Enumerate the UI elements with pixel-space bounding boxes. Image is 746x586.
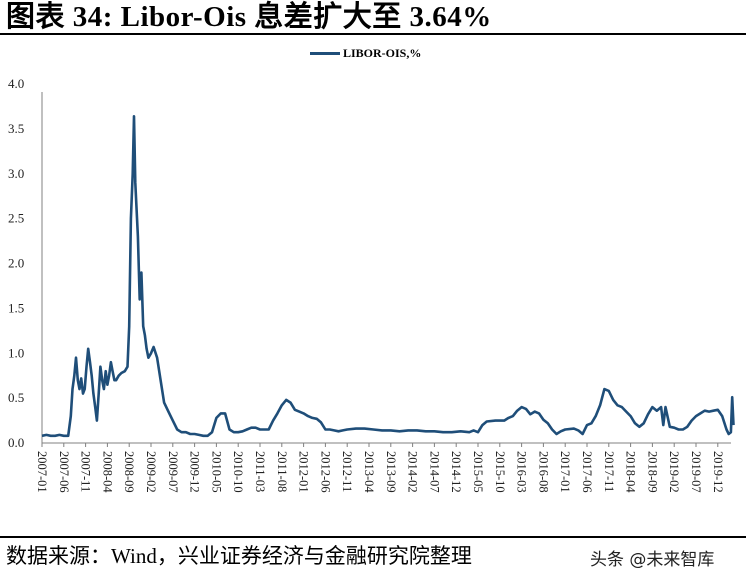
x-tick-label: 2016-08 xyxy=(536,451,550,493)
x-tick-label: 2007-11 xyxy=(79,451,93,492)
footer-divider xyxy=(0,536,746,538)
y-tick-label: 2.0 xyxy=(8,256,24,271)
x-tick-label: 2017-11 xyxy=(602,451,616,492)
x-tick-label: 2013-04 xyxy=(362,451,376,493)
x-tick-label: 2008-04 xyxy=(100,451,114,493)
line-chart: 0.0 0.5 1.0 1.5 2.0 2.5 3.0 3.5 4.0 2007-01 2007-0… xyxy=(8,76,735,493)
x-tick-label: 2016-03 xyxy=(515,451,529,493)
x-tick-label: 2014-07 xyxy=(427,451,441,493)
y-tick-label: 0.0 xyxy=(8,435,24,450)
x-tick-label: 2012-11 xyxy=(340,451,354,492)
watermark: 头条 @未来智库 xyxy=(590,550,715,570)
x-tick-label: 2011-08 xyxy=(275,451,289,492)
x-tick-label: 2012-06 xyxy=(318,451,332,493)
x-tick-label: 2007-06 xyxy=(57,451,71,493)
x-tick-label: 2013-09 xyxy=(384,451,398,493)
x-tick-label: 2015-05 xyxy=(471,451,485,493)
chart-title: 图表 34: Libor-Ois 息差扩大至 3.64% xyxy=(6,1,492,33)
x-tick-label: 2015-10 xyxy=(493,451,507,493)
x-tick-label: 2019-12 xyxy=(711,451,725,493)
x-tick-label: 2014-12 xyxy=(449,451,463,493)
x-tick-label: 2012-01 xyxy=(297,451,311,493)
legend-label: LIBOR-OIS,% xyxy=(343,45,422,60)
series-line-libor-ois xyxy=(41,115,735,438)
y-tick-label: 1.0 xyxy=(8,345,24,360)
x-tick-label: 2019-02 xyxy=(667,451,681,493)
x-tick-label: 2010-05 xyxy=(209,451,223,493)
y-tick-label: 1.5 xyxy=(8,300,24,315)
x-tick-label: 2014-02 xyxy=(406,451,420,493)
x-tick-label: 2009-12 xyxy=(188,451,202,493)
x-tick-label: 2007-01 xyxy=(35,451,49,493)
source-note: 数据来源：Wind，兴业证券经济与金融研究院整理 xyxy=(6,544,472,568)
y-tick-label: 2.5 xyxy=(8,211,24,226)
legend-line-swatch xyxy=(310,51,340,55)
title-divider xyxy=(0,33,746,35)
y-tick-label: 4.0 xyxy=(8,76,24,91)
y-tick-label: 3.5 xyxy=(8,121,24,136)
x-tick-label: 2018-09 xyxy=(645,451,659,493)
y-tick-label: 3.0 xyxy=(8,166,24,181)
x-tick-label: 2008-09 xyxy=(122,451,136,493)
y-tick-label: 0.5 xyxy=(8,390,24,405)
legend: LIBOR-OIS,% xyxy=(310,44,421,62)
x-tick-label: 2018-04 xyxy=(624,451,638,493)
x-tick-label: 2017-06 xyxy=(580,451,594,493)
x-tick-label: 2011-03 xyxy=(253,451,267,492)
x-tick-label: 2010-10 xyxy=(231,451,245,493)
x-tick-label: 2009-07 xyxy=(166,451,180,493)
x-tick-label: 2017-01 xyxy=(558,451,572,493)
x-tick-label: 2019-07 xyxy=(689,451,703,493)
x-tick-label: 2009-02 xyxy=(144,451,158,493)
